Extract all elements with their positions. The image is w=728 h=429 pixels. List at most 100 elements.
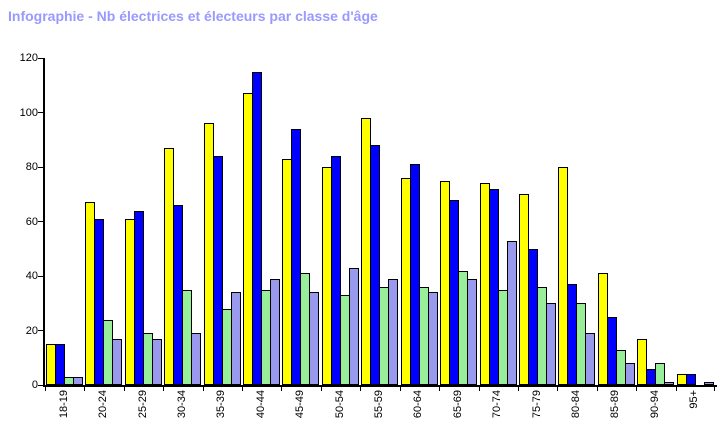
y-tick-mark <box>38 57 43 59</box>
bar-barres-violettes <box>112 339 122 385</box>
bar-group-55-59 <box>360 58 399 385</box>
bar-group-60-64 <box>400 58 439 385</box>
bar-barres-bleues <box>686 374 696 385</box>
bar-barres-bleues <box>55 344 65 385</box>
x-tick-mark <box>557 387 558 391</box>
bar-barres-violettes <box>191 333 201 385</box>
bar-group-40-44 <box>242 58 281 385</box>
bar-barres-violettes <box>625 363 635 385</box>
x-tick-mark <box>242 387 243 391</box>
x-axis-label: 90-94 <box>649 390 661 419</box>
bar-barres-bleues <box>213 156 223 385</box>
bar-group-75-79 <box>518 58 557 385</box>
x-axis-label: 65-69 <box>452 390 464 419</box>
bar-barres-bleues <box>291 129 301 385</box>
bar-barres-violettes <box>73 377 83 385</box>
bar-barres-jaunes <box>558 167 568 385</box>
x-tick-mark <box>124 387 125 391</box>
x-axis-label: 25-29 <box>137 390 149 419</box>
bar-group-20-24 <box>84 58 123 385</box>
bar-group-25-29 <box>124 58 163 385</box>
y-tick-mark <box>38 384 43 386</box>
x-axis-label: 95+ <box>688 390 700 409</box>
x-tick-mark <box>163 387 164 391</box>
bar-group-30-34 <box>163 58 202 385</box>
bar-barres-violettes <box>309 292 319 385</box>
x-axis-label: 50-54 <box>334 390 346 419</box>
bar-barres-violettes <box>704 382 714 385</box>
y-axis-labels: 0 20 40 60 80 100 120 <box>0 52 38 391</box>
y-tick-mark <box>38 330 43 331</box>
bar-barres-violettes <box>507 241 517 385</box>
x-tick-mark <box>518 387 519 391</box>
y-tick-mark <box>38 166 43 168</box>
y-axis-tick-label: 20 <box>25 324 38 337</box>
y-axis-tick-label: 120 <box>19 52 38 64</box>
y-axis-line <box>43 58 45 387</box>
x-axis-label: 70-74 <box>491 390 503 419</box>
bar-barres-bleues <box>134 211 144 385</box>
bar-group-65-69 <box>439 58 478 385</box>
x-axis-label: 20-24 <box>97 390 109 419</box>
x-axis-label: 45-49 <box>294 390 306 419</box>
bar-barres-bleues <box>94 219 104 385</box>
bar-barres-violettes <box>428 292 438 385</box>
bar-group-85-89 <box>597 58 636 385</box>
x-tick-mark <box>84 387 85 391</box>
x-tick-mark <box>45 387 46 391</box>
bar-barres-bleues <box>410 164 420 385</box>
y-axis-tick-label: 80 <box>25 161 38 173</box>
bar-group-90-94 <box>636 58 675 385</box>
bar-group-80-84 <box>557 58 596 385</box>
bar-group-45-49 <box>281 58 320 385</box>
x-axis-label: 85-89 <box>609 390 621 419</box>
bar-barres-bleues <box>489 189 499 385</box>
bar-barres-violettes <box>270 279 280 385</box>
x-tick-mark <box>321 387 322 391</box>
x-tick-mark <box>360 387 361 391</box>
x-axis-label: 40-44 <box>255 390 267 419</box>
bar-barres-violettes <box>349 268 359 385</box>
y-axis-tick-label: 100 <box>19 106 38 119</box>
bar-barres-bleues <box>252 72 262 385</box>
x-tick-mark <box>597 387 598 391</box>
bar-group-70-74 <box>479 58 518 385</box>
x-axis-label: 35-39 <box>215 390 227 419</box>
y-axis-tick-label: 0 <box>31 379 38 391</box>
bar-barres-violettes <box>152 339 162 385</box>
x-axis-label: 75-79 <box>531 390 543 419</box>
x-tick-mark <box>714 387 715 391</box>
bar-group-18-19 <box>45 58 84 385</box>
y-tick-mark <box>38 112 43 113</box>
bar-barres-violettes <box>388 279 398 385</box>
x-tick-mark <box>676 387 677 391</box>
x-axis-label: 55-59 <box>373 390 385 419</box>
bar-group-50-54 <box>321 58 360 385</box>
x-axis-line <box>43 385 717 387</box>
bar-group-35-39 <box>203 58 242 385</box>
x-tick-mark <box>203 387 204 391</box>
bar-barres-vertes <box>655 363 665 385</box>
x-axis-label: 80-84 <box>570 390 582 419</box>
x-axis-labels: 18-19 20-24 25-29 30-34 35-39 40-44 45-49 50-54… <box>45 390 715 429</box>
y-tick-mark <box>38 275 43 277</box>
x-tick-mark <box>439 387 440 391</box>
bar-barres-jaunes <box>637 339 647 385</box>
bar-barres-violettes <box>467 279 477 385</box>
bar-barres-violettes <box>231 292 241 385</box>
bar-barres-bleues <box>370 145 380 385</box>
plot-area <box>38 57 717 391</box>
bar-barres-bleues <box>331 156 341 385</box>
bar-barres-violettes <box>585 333 595 385</box>
x-axis-label: 60-64 <box>412 390 424 419</box>
y-axis-tick-label: 60 <box>25 215 38 228</box>
bar-barres-violettes <box>664 382 674 385</box>
chart-title: Infographie - Nb électrices et électeurs… <box>8 8 378 24</box>
x-axis-label: 18-19 <box>58 390 70 419</box>
y-tick-mark <box>38 221 43 222</box>
x-axis-label: 30-34 <box>176 390 188 419</box>
x-tick-mark <box>281 387 282 391</box>
y-axis-tick-label: 40 <box>25 270 38 282</box>
x-tick-mark <box>636 387 637 391</box>
